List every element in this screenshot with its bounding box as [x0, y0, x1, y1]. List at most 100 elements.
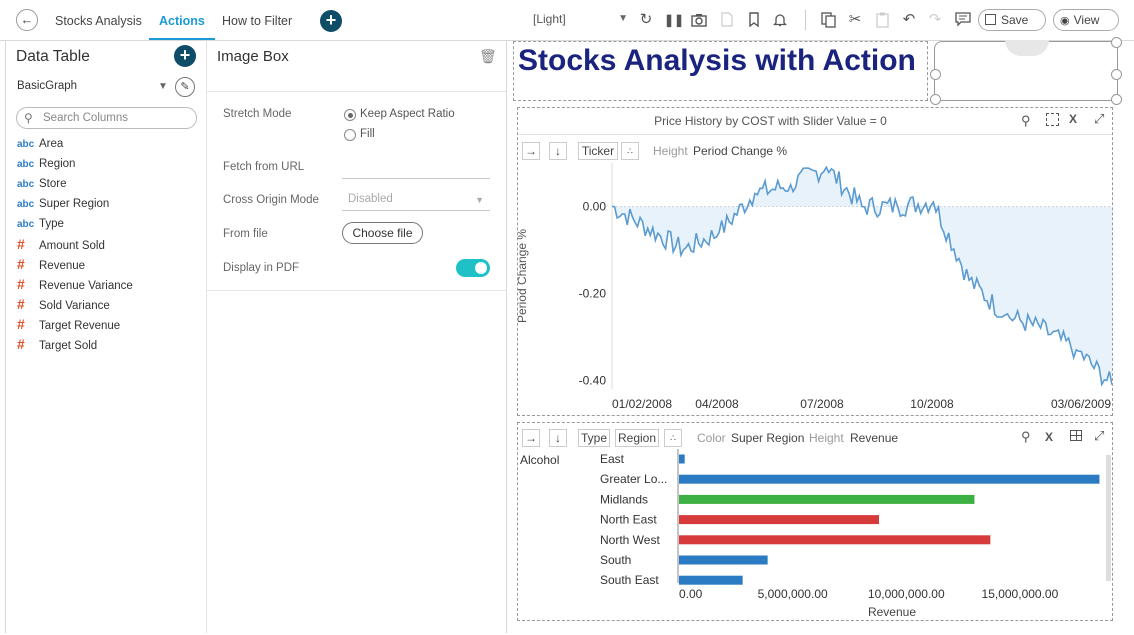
save-label: Save — [1001, 13, 1029, 27]
drag-handle[interactable] — [1005, 40, 1049, 56]
x-tick-label: 01/02/2008 — [612, 397, 672, 411]
resize-handle[interactable] — [930, 94, 941, 105]
x-tick-label: 10,000,000.00 — [868, 587, 945, 601]
undo-icon[interactable]: ↶ — [902, 11, 916, 28]
color-value[interactable]: Super Region — [731, 431, 805, 445]
category-label: North East — [600, 513, 657, 527]
bookmark-icon[interactable] — [745, 10, 763, 30]
resize-handle[interactable] — [1111, 94, 1122, 105]
radio-fill[interactable] — [344, 129, 356, 141]
sort-down-icon[interactable]: ↓ — [549, 429, 567, 447]
add-page-button[interactable]: + — [320, 10, 342, 32]
image-box[interactable] — [930, 37, 1122, 105]
height-label: Height — [809, 431, 844, 445]
category-label: East — [600, 452, 625, 466]
text-type-icon: abc — [17, 179, 35, 190]
select-region-icon[interactable] — [1046, 113, 1059, 126]
scatter-icon[interactable]: ∴ — [664, 429, 682, 447]
title-text-box[interactable]: Stocks Analysis with Action — [513, 41, 928, 101]
cross-origin-select[interactable]: Disabled ▼ — [342, 192, 490, 211]
redo-icon[interactable]: ↷ — [928, 11, 942, 28]
edit-pencil-icon[interactable]: ✎ — [175, 77, 195, 97]
column-item[interactable]: # Target Revenue — [17, 314, 120, 334]
expand-icon[interactable]: ⤢ — [1094, 111, 1105, 126]
column-item[interactable]: # Amount Sold — [17, 234, 105, 254]
choose-file-button[interactable]: Choose file — [342, 222, 423, 244]
y-tick-label: 0.00 — [583, 199, 607, 213]
height-value[interactable]: Revenue — [850, 431, 899, 445]
excel-icon[interactable]: X — [1069, 112, 1078, 126]
height-value[interactable]: Period Change % — [693, 144, 788, 158]
type-button[interactable]: Type — [578, 429, 610, 447]
pause-icon[interactable]: ❚❚ — [664, 13, 685, 27]
theme-select[interactable]: [Light] ▼ — [533, 12, 628, 28]
sort-down-icon[interactable]: ↓ — [549, 142, 567, 160]
resize-handle[interactable] — [930, 69, 941, 80]
paste-icon[interactable] — [873, 10, 891, 30]
comment-icon[interactable] — [954, 10, 972, 30]
column-item[interactable]: # Revenue Variance — [17, 274, 133, 294]
chevron-down-icon: ▼ — [475, 195, 484, 205]
swap-x-icon[interactable]: → — [522, 142, 540, 160]
search-icon[interactable]: ⚲ — [1021, 113, 1031, 128]
swap-x-icon[interactable]: → — [522, 429, 540, 447]
column-item[interactable]: abc Super Region — [17, 194, 109, 214]
table-icon[interactable] — [1070, 430, 1082, 441]
column-item[interactable]: abc Area — [17, 134, 63, 154]
line-chart-svg: 0.00 -0.20 -0.40 Period Change % 01/02/2008 0… — [518, 163, 1112, 411]
table-select[interactable]: BasicGraph — [17, 80, 77, 92]
column-name: Target Sold — [39, 340, 98, 352]
bell-icon[interactable] — [771, 10, 789, 30]
radio-label-fill[interactable]: Fill — [360, 128, 375, 140]
scatter-icon[interactable]: ∴ — [621, 142, 639, 160]
radio-keep-aspect-ratio[interactable] — [344, 109, 356, 121]
column-item[interactable]: abc Store — [17, 174, 67, 194]
x-tick-label: 07/2008 — [800, 397, 844, 411]
cut-icon[interactable]: ✂ — [848, 11, 862, 28]
x-axis-label: Revenue — [868, 605, 916, 619]
column-name: Area — [39, 138, 64, 150]
radio-label-keep-aspect[interactable]: Keep Aspect Ratio — [360, 108, 455, 120]
snapshot-icon[interactable] — [690, 10, 708, 30]
y-axis-label: Period Change % — [518, 229, 529, 323]
bar-chart-visualization[interactable]: → ↓ Type Region ∴ Color Super Region Hei… — [517, 422, 1113, 621]
copy-icon[interactable] — [819, 10, 837, 30]
column-item[interactable]: # Revenue — [17, 254, 85, 274]
scrollbar-thumb[interactable] — [1106, 455, 1111, 581]
view-button[interactable]: ◉ View — [1053, 9, 1119, 31]
column-item[interactable]: # Sold Variance — [17, 294, 110, 314]
back-arrow-icon[interactable]: ← — [16, 9, 38, 31]
refresh-icon[interactable]: ↻ — [639, 11, 653, 28]
column-name: Target Revenue — [39, 320, 121, 332]
fetch-url-input[interactable] — [342, 160, 490, 179]
numeric-type-icon: # — [17, 256, 25, 272]
bar — [679, 555, 768, 565]
trash-icon[interactable]: 🗑 — [479, 48, 497, 64]
search-icon[interactable]: ⚲ — [1021, 429, 1031, 444]
tab-stocks-analysis[interactable]: Stocks Analysis — [55, 14, 142, 28]
resize-handle[interactable] — [1111, 69, 1122, 80]
chevron-down-icon[interactable]: ▼ — [158, 81, 168, 92]
top-toolbar: ← Stocks Analysis Actions How to Filter … — [0, 0, 1134, 41]
resize-handle[interactable] — [1111, 37, 1122, 48]
pdf-icon[interactable] — [718, 10, 736, 30]
region-button[interactable]: Region — [615, 429, 659, 447]
search-columns-input[interactable]: ⚲ Search Columns — [16, 107, 197, 129]
ticker-button[interactable]: Ticker — [578, 142, 618, 160]
stretch-mode-label: Stretch Mode — [223, 108, 292, 120]
column-item[interactable]: abc Region — [17, 154, 75, 174]
column-name: Sold Variance — [39, 300, 110, 312]
scrollbar-track[interactable] — [1106, 455, 1111, 581]
line-chart-visualization[interactable]: Price History by COST with Slider Value … — [517, 107, 1113, 416]
display-pdf-toggle[interactable] — [456, 259, 490, 277]
text-type-icon: abc — [17, 199, 35, 210]
tab-how-to-filter[interactable]: How to Filter — [222, 14, 293, 28]
save-button[interactable]: Save — [978, 9, 1046, 31]
expand-icon[interactable]: ⤢ — [1094, 428, 1105, 443]
column-item[interactable]: abc Type — [17, 214, 64, 234]
tab-actions[interactable]: Actions — [149, 0, 215, 40]
column-item[interactable]: # Target Sold — [17, 334, 97, 354]
image-box-properties-panel: Image Box 🗑 Stretch Mode Keep Aspect Rat… — [207, 40, 507, 633]
add-column-button[interactable]: + — [174, 45, 196, 67]
excel-icon[interactable]: X — [1045, 430, 1054, 444]
